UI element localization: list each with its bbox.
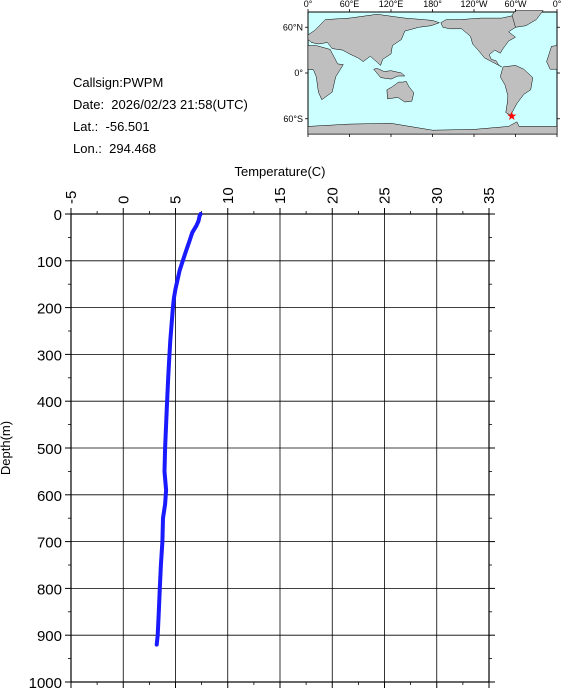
land-mass [440, 14, 516, 68]
x-tick-label: 25 [377, 187, 394, 204]
map-lon-label: 120°W [460, 0, 488, 9]
map-lon-label: 60°W [504, 0, 527, 9]
y-tick-label: 1000 [29, 675, 62, 690]
x-tick-label: 0 [115, 196, 132, 204]
callsign-text: Callsign:PWPM [73, 75, 164, 90]
date-text: Date: 2026/02/23 21:58(UTC) [73, 97, 248, 112]
x-ticks: -5 0 5 10 15 20 25 30 35 [63, 187, 498, 688]
x-tick-label: 10 [220, 187, 237, 204]
x-tick-label: 5 [168, 196, 185, 204]
x-tick-label: -5 [63, 191, 80, 204]
land-mass [500, 65, 534, 116]
world-map: 0° 60°E 120°E 180° 120°W 60°W 0° 60°N 0° 60°S ★ [283, 0, 562, 137]
y-tick-label: 300 [37, 347, 62, 364]
y-ticks: 0 100 200 300 400 500 600 700 800 900 1000 [29, 207, 495, 690]
land-mass [307, 14, 441, 66]
y-tick-label: 200 [37, 301, 62, 318]
station-info: Callsign:PWPM Date: 2026/02/23 21:58(UTC… [73, 72, 248, 160]
land-mass [386, 81, 415, 103]
longitude-text: Lon.: 294.468 [73, 141, 157, 156]
map-ticks [305, 9, 560, 137]
y-tick-label: 800 [37, 581, 62, 598]
land-mass [373, 68, 406, 80]
map-lon-label: 0° [553, 0, 562, 9]
y-tick-label: 400 [37, 394, 62, 411]
map-lon-label: 60°E [340, 0, 360, 9]
map-labels: 0° 60°E 120°E 180° 120°W 60°W 0° 60°N 0° 60°S [283, 0, 562, 124]
x-axis-title: Temperature(C) [234, 164, 325, 179]
x-tick-label: 15 [272, 187, 289, 204]
y-axis-title: Depth(m) [0, 421, 13, 475]
map-lat-label: 0° [294, 68, 303, 78]
land-mass [546, 45, 558, 70]
y-tick-label: 100 [37, 254, 62, 271]
map-land [307, 10, 558, 135]
y-tick-label: 600 [37, 488, 62, 505]
map-lon-label: 120°E [379, 0, 404, 9]
y-tick-label: 500 [37, 441, 62, 458]
y-tick-label: 0 [54, 207, 62, 224]
land-mass [307, 45, 344, 101]
temperature-profile-line [154, 212, 203, 647]
map-lon-label: 180° [423, 0, 442, 9]
latitude-text: Lat.: -56.501 [73, 119, 150, 134]
y-tick-label: 700 [37, 535, 62, 552]
y-tick-label: 900 [37, 628, 62, 645]
chart-grid [70, 213, 490, 683]
x-tick-label: 20 [324, 187, 341, 204]
land-mass [511, 10, 544, 28]
map-marker-star: ★ [506, 109, 517, 123]
map-lon-label: 0° [304, 0, 313, 9]
map-lat-label: 60°N [283, 22, 303, 32]
x-tick-label: 30 [429, 187, 446, 204]
map-lat-label: 60°S [283, 114, 303, 124]
x-tick-label: 35 [481, 187, 498, 204]
